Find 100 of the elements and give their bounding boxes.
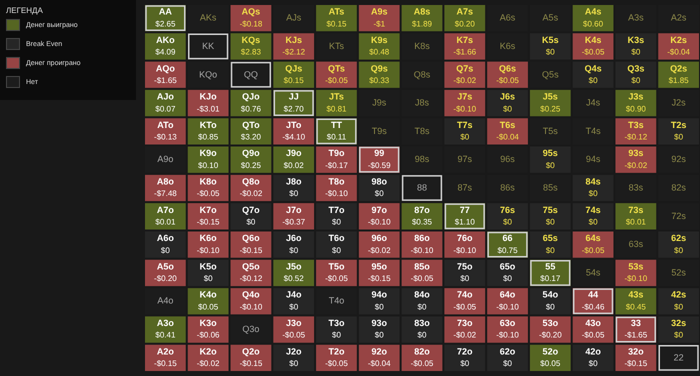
data-label: -$0.10 xyxy=(196,246,220,255)
data-label: $0 xyxy=(374,330,384,340)
annotation: J4o xyxy=(286,290,302,300)
annotation: K7o xyxy=(200,204,218,215)
annotation: AJo xyxy=(156,92,174,102)
annotation: T6s xyxy=(500,120,516,130)
data-label: $0.41 xyxy=(155,330,176,340)
data-label: -$0.15 xyxy=(196,218,220,227)
data-label: -$1 xyxy=(373,19,386,28)
annotation: A6s xyxy=(500,12,516,23)
data-label: $1.85 xyxy=(668,76,690,85)
annotation: ATo xyxy=(157,120,174,130)
annotation: 22 xyxy=(674,352,684,362)
annotation: J9s xyxy=(372,98,387,108)
data-label: -$0.15 xyxy=(240,359,263,368)
annotation: A9o xyxy=(157,154,174,164)
annotation: 97o xyxy=(371,204,388,215)
data-label: $1.10 xyxy=(454,218,476,227)
data-label: $0 xyxy=(503,218,513,227)
annotation: Q2o xyxy=(242,346,260,356)
data-label: $0 xyxy=(418,302,427,312)
annotation: A2s xyxy=(670,12,687,23)
data-label: -$0.17 xyxy=(325,160,348,170)
annotation: K7s xyxy=(456,34,474,45)
data-label: -$0.05 xyxy=(496,76,520,85)
annotation: QJo xyxy=(242,92,260,102)
data-label: -$0.10 xyxy=(624,274,648,284)
annotation: T4s xyxy=(586,126,602,136)
annotation: Q8o xyxy=(242,176,260,186)
annotation: 93o xyxy=(371,318,388,328)
annotation: ATs xyxy=(328,6,344,17)
data-label: -$3.01 xyxy=(196,104,220,114)
annotation: J5o xyxy=(286,261,302,272)
annotation: Q5s xyxy=(542,69,560,80)
data-label: $0.85 xyxy=(198,132,219,142)
annotation: 94o xyxy=(371,290,388,300)
annotation: KK xyxy=(202,40,214,51)
data-label: $1.89 xyxy=(412,19,433,28)
annotation: T3o xyxy=(328,318,345,328)
annotation: 66 xyxy=(502,233,513,244)
annotation: J5s xyxy=(542,92,558,102)
annotation: A9s xyxy=(370,6,388,17)
annotation: 95o xyxy=(371,261,388,272)
data-label: -$1.65 xyxy=(624,330,648,340)
text: ЛЕГЕНДА xyxy=(6,6,44,15)
data-label: $0 xyxy=(674,246,684,255)
annotation: 96s xyxy=(500,154,516,164)
annotation: 63o xyxy=(500,318,516,328)
data-label: $0 xyxy=(631,76,641,85)
data-label: $0.35 xyxy=(412,218,433,227)
annotation: 65s xyxy=(542,233,558,244)
data-label: -$0.15 xyxy=(154,359,178,368)
annotation: Q9s xyxy=(370,63,388,74)
annotation: K5s xyxy=(542,34,559,45)
data-label: $0 xyxy=(503,104,513,114)
data-label: $0.02 xyxy=(284,160,304,170)
data-label: $0 xyxy=(289,246,299,255)
data-label: -$0.02 xyxy=(240,189,263,198)
data-label: $0.01 xyxy=(626,218,646,227)
annotation: AKs xyxy=(200,12,217,23)
annotation: J2s xyxy=(672,98,686,108)
annotation: 86o xyxy=(414,233,430,244)
data-label: $0 xyxy=(374,189,384,198)
annotation: A7o xyxy=(156,204,174,215)
annotation: A5s xyxy=(542,12,559,23)
data-label: $0 xyxy=(588,359,598,368)
data-label: -$4.10 xyxy=(282,132,306,142)
annotation: J3o xyxy=(286,318,302,328)
data-label: $0.17 xyxy=(540,274,561,284)
annotation: Q2s xyxy=(670,63,688,74)
data-label: $0.45 xyxy=(626,302,646,312)
annotation: 53s xyxy=(628,261,644,272)
annotation: 85s xyxy=(543,182,558,192)
annotation: 43o xyxy=(585,318,602,328)
annotation: T3s xyxy=(628,120,644,130)
annotation: 87s xyxy=(458,182,473,192)
data-label: $0 xyxy=(588,189,598,198)
data-label: $0.75 xyxy=(498,246,518,255)
data-label: -$0.04 xyxy=(368,359,392,368)
annotation: 93s xyxy=(628,148,644,158)
annotation: K4o xyxy=(200,290,218,300)
data-label: $0.25 xyxy=(540,104,561,114)
data-label: $0 xyxy=(204,274,214,284)
data-label: $0.05 xyxy=(540,359,561,368)
annotation: KTo xyxy=(200,120,218,130)
data-label: $0 xyxy=(588,218,598,227)
annotation: T5o xyxy=(328,261,345,272)
data-label: -$0.12 xyxy=(624,132,648,142)
annotation: 82o xyxy=(414,346,430,356)
data-label: $0 xyxy=(289,189,299,198)
annotation: 75s xyxy=(542,204,558,215)
data-label: $0 xyxy=(546,218,556,227)
data-label: $0 xyxy=(289,302,299,312)
annotation: A6o xyxy=(156,233,174,244)
annotation: 54o xyxy=(542,290,559,300)
annotation: 55 xyxy=(545,261,556,272)
annotation: TT xyxy=(330,120,342,130)
annotation: QJs xyxy=(285,63,302,74)
annotation: K3o xyxy=(200,318,218,328)
data-label: $0 xyxy=(460,132,470,142)
